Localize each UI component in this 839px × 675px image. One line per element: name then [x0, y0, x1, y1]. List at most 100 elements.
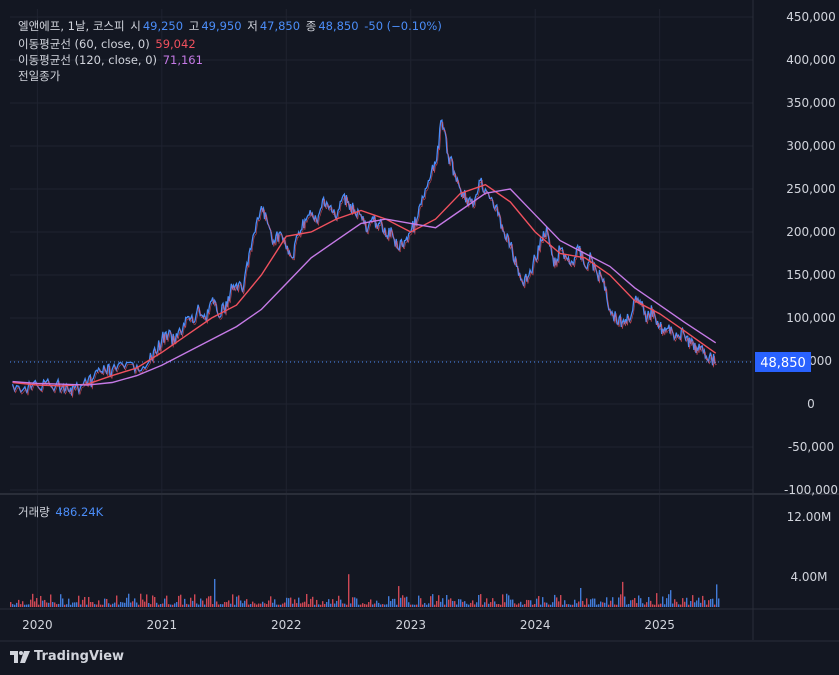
volume-bar [62, 598, 64, 607]
volume-bar [510, 599, 512, 607]
volume-legend[interactable]: 거래량 486.24K [18, 504, 105, 520]
volume-bar [566, 604, 568, 607]
volume-bar [542, 597, 544, 607]
volume-bar [638, 595, 640, 607]
volume-bar [106, 598, 108, 607]
last-price-tag [755, 351, 811, 372]
price-tick-label: 250,000 [786, 182, 836, 196]
volume-bar [552, 602, 554, 607]
volume-bar [130, 602, 132, 607]
volume-bar [178, 595, 180, 607]
volume-bar [596, 604, 598, 607]
volume-bar [474, 604, 476, 607]
volume-bar [508, 595, 510, 607]
volume-bar [12, 604, 14, 607]
volume-bar [152, 595, 154, 607]
price-series[interactable] [11, 119, 717, 396]
volume-bar [586, 598, 588, 607]
volume-bar [242, 603, 244, 607]
volume-bar [482, 604, 484, 607]
ma60-legend[interactable]: 이동평균선 (60, close, 0) 59,042 [18, 36, 198, 52]
prev-close-legend[interactable]: 전일종가 [18, 68, 62, 84]
volume-bar [718, 598, 720, 607]
volume-bar [64, 604, 66, 607]
tradingview-logo[interactable]: TradingView [10, 649, 124, 664]
price-tick-label: 300,000 [786, 139, 836, 153]
volume-tick-label: 12.00M [787, 510, 832, 524]
volume-bar [426, 604, 428, 607]
volume-value: 486.24K [55, 505, 104, 519]
volume-bar [204, 604, 206, 607]
volume-bar [612, 597, 614, 607]
volume-bar [528, 600, 530, 607]
volume-bar [82, 599, 84, 607]
volume-bar [636, 603, 638, 607]
ma120-line[interactable] [12, 188, 717, 386]
ma120-value: 71,161 [162, 53, 203, 67]
volume-bar [664, 604, 666, 607]
volume-bar [652, 604, 654, 607]
volume-bar [228, 600, 230, 607]
volume-bar [102, 604, 104, 607]
volume-bar [160, 604, 162, 607]
ma60-value: 59,042 [155, 37, 196, 51]
volume-bar [396, 604, 398, 607]
volume-bar [424, 602, 426, 607]
volume-bar [140, 593, 142, 607]
volume-bar [66, 604, 68, 607]
volume-bar [10, 602, 12, 607]
volume-bar [384, 604, 386, 607]
volume-bar [132, 601, 134, 607]
time-tick-label: 2025 [644, 618, 675, 632]
volume-bar [646, 602, 648, 607]
volume-bar [138, 604, 140, 607]
volume-bar [580, 587, 582, 607]
ma60-line[interactable] [12, 183, 717, 387]
volume-bar [650, 600, 652, 607]
volume-bar [128, 593, 130, 607]
volume-bar [182, 604, 184, 607]
volume-bar [94, 604, 96, 607]
volume-bar [298, 597, 300, 607]
volume-bar [158, 604, 160, 607]
close-label: 종 [305, 19, 317, 33]
ma120-legend[interactable]: 이동평균선 (120, close, 0) 71,161 [18, 52, 205, 68]
volume-bar [70, 604, 72, 607]
volume-bar [550, 604, 552, 607]
volume-bar [358, 604, 360, 607]
volume-bar [304, 601, 306, 607]
volume-bar [600, 601, 602, 607]
volume-bar [376, 600, 378, 607]
volume-bar [472, 600, 474, 607]
volume-bar [400, 597, 402, 607]
volume-bar [504, 602, 506, 607]
volume-bar [226, 602, 228, 607]
volume-bar [692, 595, 694, 607]
volume-bar [436, 600, 438, 607]
volume-bar [422, 604, 424, 607]
volume-bar [526, 599, 528, 607]
volume-bar [220, 604, 222, 607]
volume-bar [644, 604, 646, 607]
price-tick-label: 450,000 [786, 10, 836, 24]
volume-label: 거래량 [18, 505, 50, 519]
volume-bar [516, 604, 518, 607]
volume-bar [90, 602, 92, 607]
volume-bar [382, 604, 384, 607]
volume-bar [576, 603, 578, 607]
volume-bar [20, 604, 22, 607]
price-tick-label: 200,000 [786, 225, 836, 239]
volume-bar [236, 596, 238, 607]
price-tick-label: 350,000 [786, 96, 836, 110]
volume-bar [360, 604, 362, 607]
volume-bar [120, 601, 122, 607]
volume-bar [434, 604, 436, 607]
volume-bar [532, 604, 534, 607]
volume-bar [300, 603, 302, 607]
symbol-label[interactable]: 엘앤에프, 1날, 코스피 [18, 19, 125, 33]
volume-bar [280, 604, 282, 607]
volume-bar [560, 595, 562, 607]
volume-bar [34, 601, 36, 607]
